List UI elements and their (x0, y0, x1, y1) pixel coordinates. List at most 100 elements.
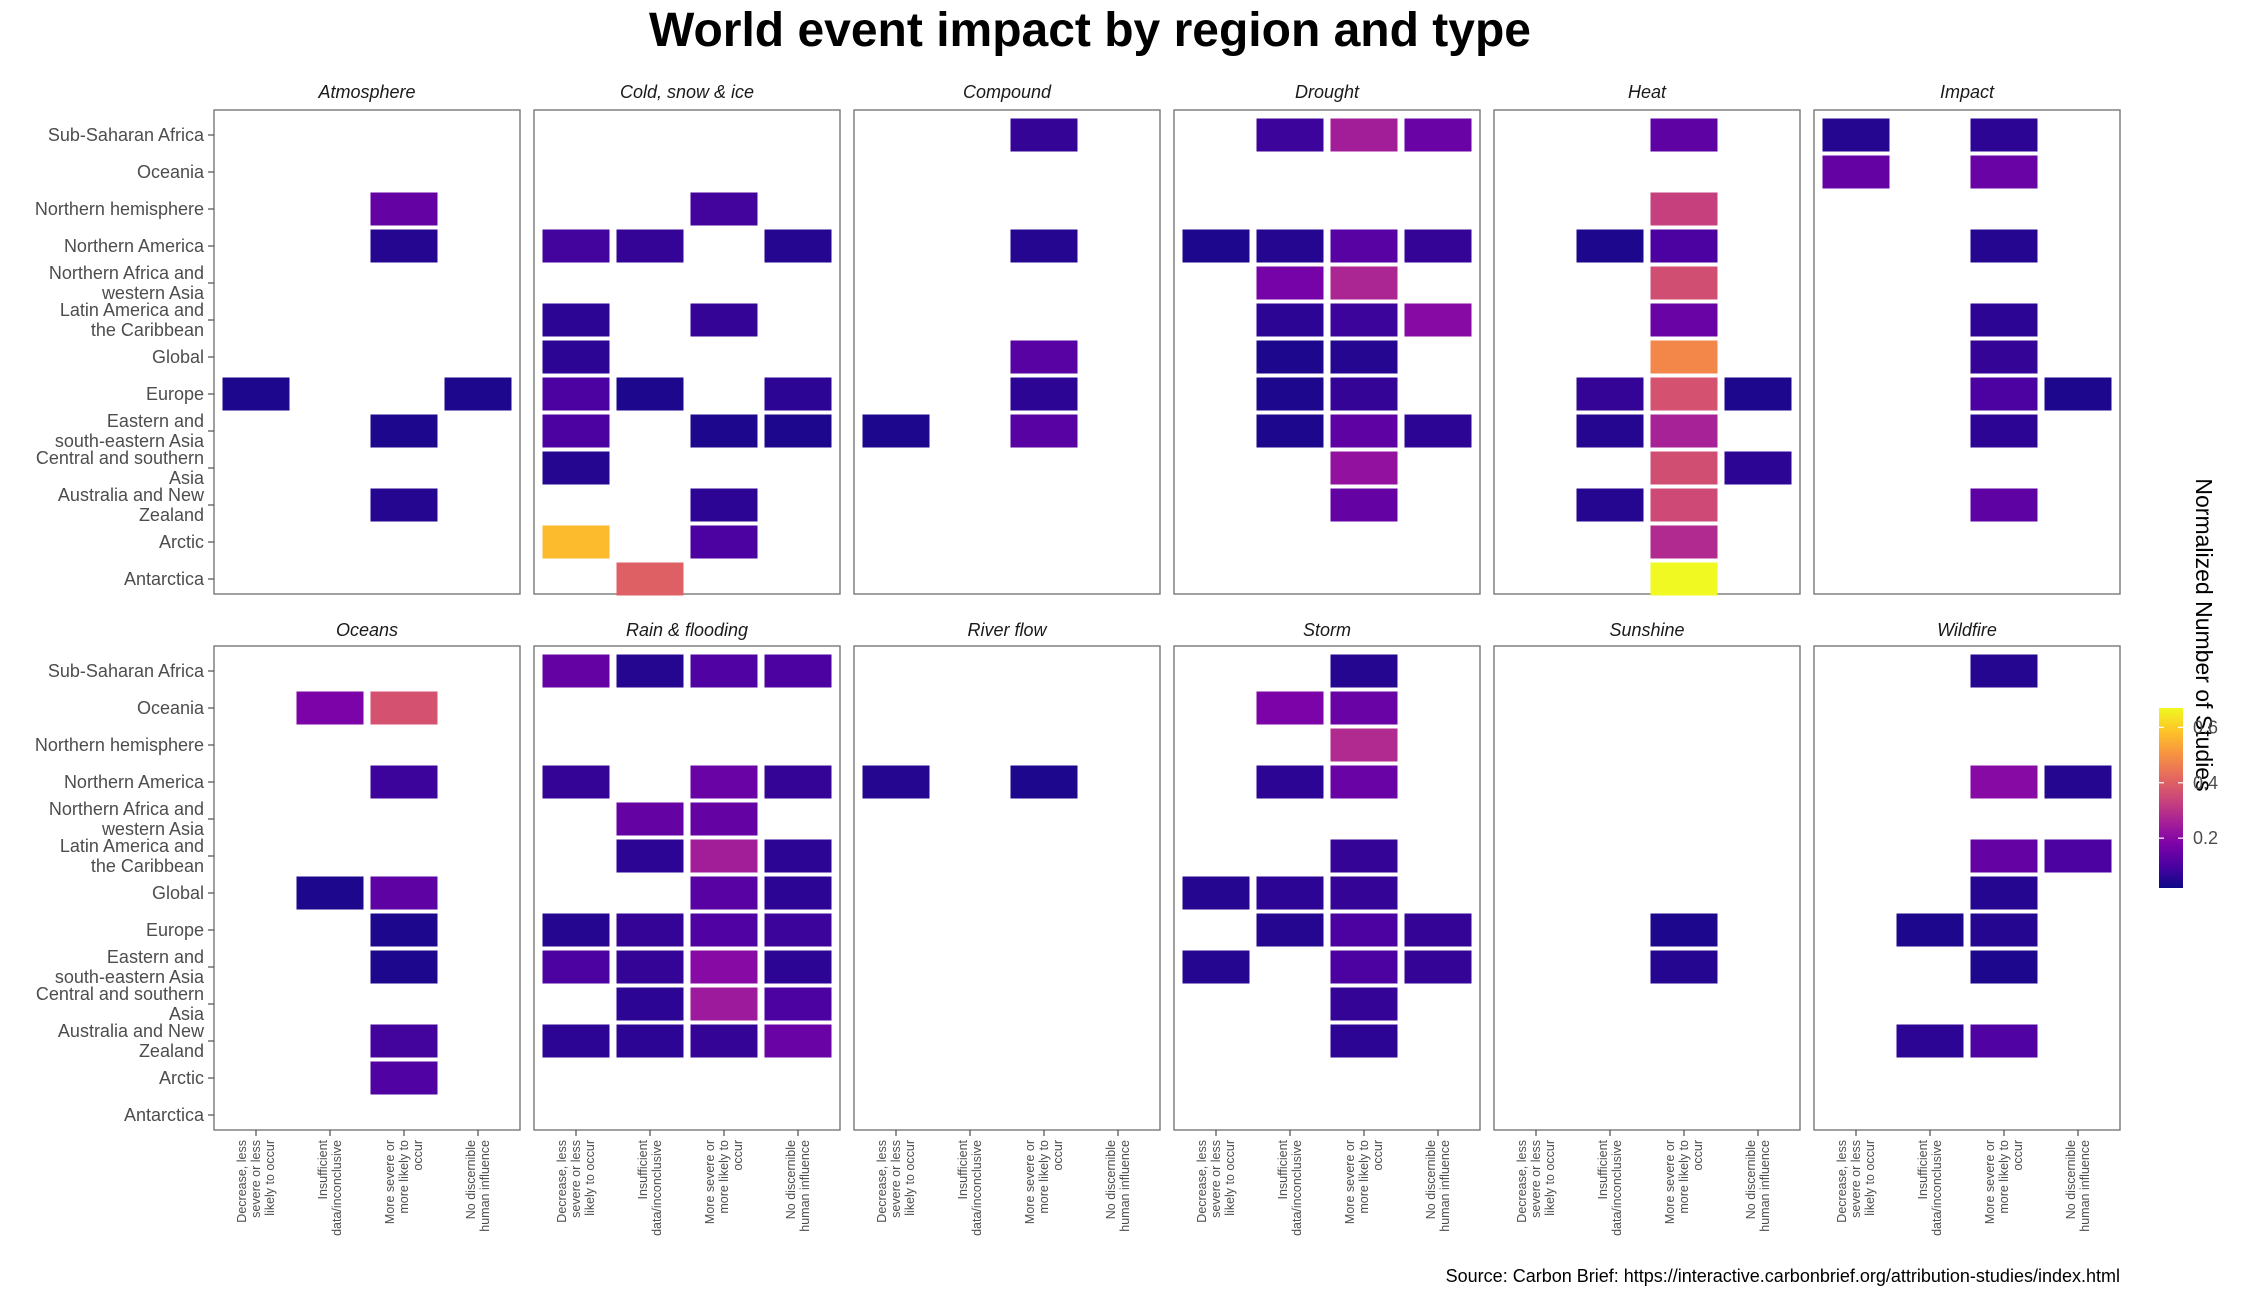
heatmap-cell (1650, 414, 1718, 448)
x-tick-label: Decrease, lesssevere or lesslikely to oc… (875, 1140, 917, 1223)
facet-atmosphere: Atmosphere Sub-Saharan Africa Oceania North… (35, 82, 521, 595)
heatmap-cell (1970, 340, 2038, 374)
heatmap-cell (764, 654, 832, 688)
legend-title: Normalized Number of Studies (2191, 478, 2217, 791)
heatmap-cell (1576, 414, 1644, 448)
heatmap-cell (1330, 765, 1398, 799)
y-tick-label: Northern America (64, 236, 205, 256)
heatmap-cell (296, 876, 364, 910)
y-tick-label: Arctic (159, 532, 204, 552)
heatmap-cell (1256, 691, 1324, 725)
y-tick-label: Eastern and south-eastern Asia (55, 411, 205, 451)
heatmap-cell (1970, 950, 2038, 984)
heatmap-cell (616, 1024, 684, 1058)
x-tick-label: Decrease, lesssevere or lesslikely to oc… (235, 1140, 277, 1223)
heatmap-cell (370, 691, 438, 725)
facet-wildfire: Wildfire Decrease, lesssevere or lesslike… (1813, 620, 2121, 1236)
heatmap-cell (1970, 414, 2038, 448)
heatmap-cell (542, 950, 610, 984)
heatmap-cell (370, 950, 438, 984)
heatmap-cell (1330, 654, 1398, 688)
heatmap-cell (1330, 987, 1398, 1021)
legend: Normalized Number of Studies 0.2 0.4 0.6 (2159, 478, 2218, 888)
y-tick-label: Europe (146, 920, 204, 940)
heatmap-cell (542, 414, 610, 448)
heatmap-cell (1256, 913, 1324, 947)
heatmap-cell (2044, 377, 2112, 411)
heatmap-cell (690, 987, 758, 1021)
y-tick-label: Antarctica (124, 1105, 205, 1125)
heatmap-cell (616, 802, 684, 836)
heatmap-cell (1970, 118, 2038, 152)
x-tick-label: More severe ormore likely tooccur (383, 1140, 425, 1224)
heatmap-cell (1404, 414, 1472, 448)
x-tick-label: More severe ormore likely tooccur (1023, 1140, 1065, 1224)
heatmap-cell (1650, 340, 1718, 374)
heatmap-cell (1970, 839, 2038, 873)
heatmap-cell (1970, 913, 2038, 947)
heatmap-cell (1182, 950, 1250, 984)
facet-sunshine: Sunshine Decrease, lesssevere or lesslike… (1493, 620, 1801, 1236)
facet-impact: Impact (1813, 82, 2121, 595)
heatmap-cell (764, 913, 832, 947)
heatmap-cell (1256, 765, 1324, 799)
heatmap-cell (1330, 266, 1398, 300)
heatmap-cell (1256, 118, 1324, 152)
facet-storm: Storm Decrease, lesssevere or lesslikely … (1173, 620, 1481, 1236)
y-tick-label: Australia and New Zealand (58, 1021, 205, 1061)
heatmap-cell (1256, 266, 1324, 300)
heatmap-cell (542, 1024, 610, 1058)
legend-ticks: 0.2 0.4 0.6 (2159, 717, 2218, 848)
facet-heat: Heat (1493, 82, 1801, 596)
heatmap-cell (1010, 340, 1078, 374)
x-tick-label: No discerniblehuman influence (1744, 1140, 1772, 1232)
panel-border (1173, 109, 1481, 595)
heatmap-cell (1010, 229, 1078, 263)
heatmap-cell (1330, 377, 1398, 411)
heatmap-cell (1404, 118, 1472, 152)
chart-title: World event impact by region and type (649, 4, 1531, 57)
heatmap-cell (616, 229, 684, 263)
heatmap-cell (1404, 303, 1472, 337)
panel-border (213, 645, 521, 1131)
panel-border (853, 109, 1161, 595)
heatmap-cell (764, 229, 832, 263)
heatmap-cell (1576, 229, 1644, 263)
heatmap-cell (764, 839, 832, 873)
heatmap-cell (690, 303, 758, 337)
x-tick-label: More severe ormore likely tooccur (703, 1140, 745, 1224)
x-tick-label: More severe ormore likely tooccur (1663, 1140, 1705, 1224)
panel-border (853, 645, 1161, 1131)
y-tick-label: Northern hemisphere (35, 199, 204, 219)
heatmap-cell (690, 654, 758, 688)
facet-cold-snow-ice: Cold, snow & ice (533, 82, 841, 596)
heatmap-cell (764, 950, 832, 984)
heatmap-cell (616, 913, 684, 947)
heatmap-cell (370, 876, 438, 910)
heatmap-cell (1576, 488, 1644, 522)
x-tick-label: More severe ormore likely tooccur (1983, 1140, 2025, 1224)
heatmap-cell (690, 192, 758, 226)
heatmap-cell (616, 654, 684, 688)
y-tick-label: Australia and New Zealand (58, 485, 205, 525)
heatmap-cell (616, 839, 684, 873)
heatmap-cell (1822, 118, 1890, 152)
heatmap-cell (1650, 303, 1718, 337)
y-tick-label: Central and southern Asia (36, 984, 205, 1024)
heatmap-cell (764, 876, 832, 910)
facet-title-impact: Impact (1940, 82, 1995, 102)
heatmap-cell (370, 765, 438, 799)
heatmap-cell (2044, 839, 2112, 873)
y-tick-label: Oceania (137, 162, 205, 182)
heatmap-cell (1256, 303, 1324, 337)
heatmap-cell (1650, 377, 1718, 411)
facet-title-cold-snow-ice: Cold, snow & ice (620, 82, 754, 102)
heatmap-cell (1650, 950, 1718, 984)
heatmap-cell (1896, 913, 1964, 947)
heatmap-cell (690, 839, 758, 873)
y-tick-label: Latin America and the Caribbean (60, 836, 204, 876)
heatmap-cell (1650, 229, 1718, 263)
panel-border (1813, 109, 2121, 595)
heatmap-cell (1330, 728, 1398, 762)
heatmap-cell (1896, 1024, 1964, 1058)
